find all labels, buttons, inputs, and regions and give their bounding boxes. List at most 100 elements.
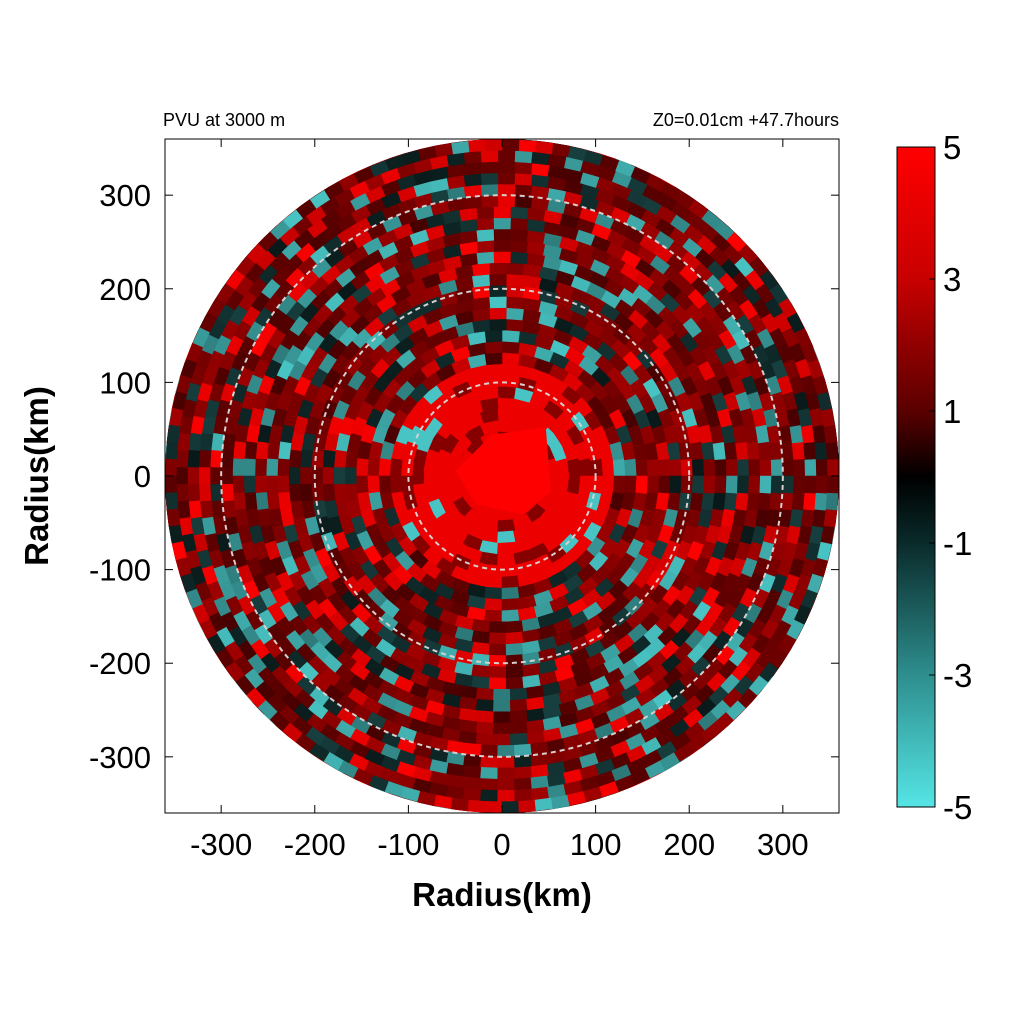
pv-cell: [243, 492, 258, 511]
pv-cell: [243, 475, 256, 494]
pv-cell: [497, 194, 516, 207]
x-tick-label: 100: [570, 827, 622, 862]
pv-cell: [277, 475, 290, 494]
pv-cell: [165, 441, 167, 460]
pv-cell: [505, 318, 524, 332]
pv-cell: [480, 767, 499, 780]
pv-cell: [825, 492, 839, 511]
pv-cell: [723, 441, 738, 460]
pv-cell: [488, 655, 507, 668]
pv-cell: [837, 441, 839, 460]
pv-cell: [322, 449, 336, 469]
pv-cell: [505, 620, 524, 634]
pv-cell: [770, 475, 784, 494]
pv-cell: [277, 441, 292, 460]
pv-field-cells: [165, 139, 839, 813]
pv-cell: [646, 458, 660, 477]
pv-cell: [176, 432, 191, 452]
pv-cell: [198, 449, 212, 469]
pv-cell: [509, 732, 529, 746]
pv-cell: [514, 766, 533, 780]
y-tick-label: -200: [89, 646, 151, 681]
pv-cell: [463, 173, 482, 187]
pv-cell: [400, 475, 414, 494]
pv-cell: [480, 161, 499, 174]
pv-cell: [333, 483, 347, 503]
pv-cell: [612, 458, 626, 477]
pv-cell: [497, 745, 516, 758]
pv-cell: [484, 812, 503, 813]
pv-cell: [518, 799, 537, 813]
pv-cell: [265, 475, 279, 494]
pv-cell: [310, 466, 323, 486]
x-axis-title: Radius(km): [412, 876, 592, 913]
pv-core-area: [455, 427, 551, 515]
pv-cell: [493, 688, 511, 701]
pv-cell: [493, 711, 511, 724]
pv-cell: [165, 475, 166, 494]
pv-cell: [488, 273, 507, 286]
pv-cell: [746, 492, 761, 511]
pv-cell: [501, 363, 520, 377]
pv-cell: [488, 677, 507, 690]
pv-cell: [505, 654, 525, 668]
pv-cell: [176, 467, 188, 485]
pv-cell: [484, 374, 503, 388]
pv-cell: [501, 374, 520, 388]
pv-cell: [480, 172, 499, 185]
pv-cell: [746, 441, 761, 460]
pv-cell: [497, 419, 517, 433]
pv-cell: [288, 449, 302, 469]
pv-core: [455, 427, 551, 515]
pv-cell: [493, 733, 511, 746]
pv-cell: [484, 801, 503, 813]
pv-cell: [378, 458, 392, 477]
pv-cell: [366, 458, 380, 477]
pv-cell: [509, 206, 529, 220]
pv-cell: [232, 441, 247, 460]
pv-cell: [475, 217, 495, 231]
pv-cell: [488, 307, 507, 320]
pv-cell: [389, 458, 403, 477]
pv-cell: [480, 194, 499, 208]
pv-cell: [505, 273, 525, 287]
pv-cell: [187, 449, 201, 469]
pv-cell: [484, 564, 503, 578]
title-left: PVU at 3000 m: [163, 110, 285, 130]
pv-cell: [199, 500, 214, 520]
colorbar-tick-label: 1: [943, 393, 961, 430]
pv-cell: [488, 296, 507, 309]
pv-cell: [815, 458, 829, 477]
x-axis: -300 -200 -100 0 100 200 300: [190, 139, 809, 862]
pv-cell: [735, 492, 749, 511]
pv-cell: [723, 492, 738, 511]
pv-cell: [658, 475, 671, 494]
pv-cell: [493, 722, 511, 735]
pv-cell: [255, 492, 269, 511]
pv-cell: [484, 575, 503, 589]
pv-cell: [578, 475, 593, 495]
pv-cell: [475, 721, 495, 735]
pv-cell: [803, 441, 817, 460]
pv-cell: [165, 475, 177, 494]
pv-cell: [757, 492, 772, 511]
pv-cell: [770, 458, 784, 477]
pv-cell: [509, 721, 529, 735]
pv-cell: [480, 789, 499, 803]
pv-cell: [827, 458, 839, 477]
pv-cell: [509, 251, 529, 265]
pv-cell: [463, 754, 482, 768]
pv-cell: [463, 150, 482, 165]
pv-cell: [471, 273, 490, 288]
pv-cell: [505, 665, 525, 679]
pv-cell: [463, 776, 482, 791]
pv-cell: [288, 483, 302, 503]
pv-cell: [475, 710, 495, 724]
pv-cell: [220, 467, 233, 485]
pv-cell: [165, 492, 167, 511]
pv-cell: [497, 553, 516, 567]
pv-cell: [488, 666, 507, 679]
pv-cell: [567, 475, 581, 495]
pv-cell: [463, 787, 482, 802]
